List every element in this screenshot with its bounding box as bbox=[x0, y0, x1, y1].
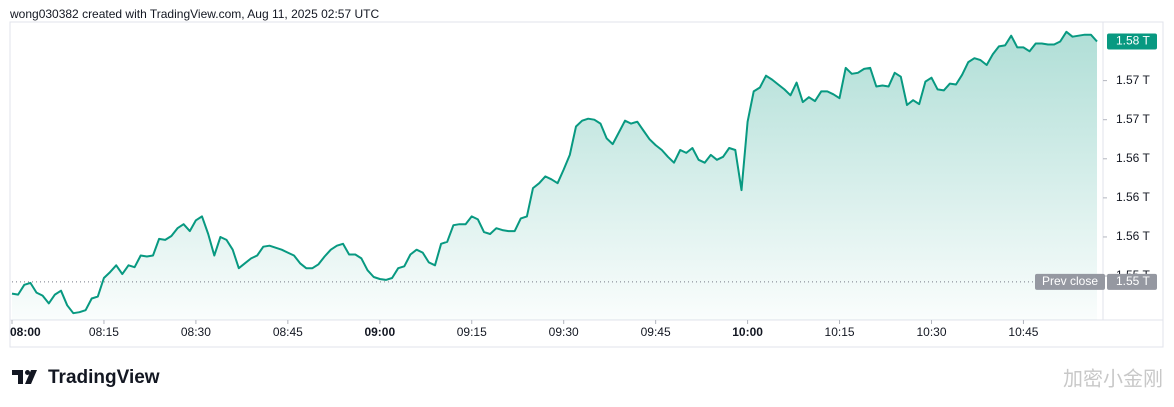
price-line bbox=[11, 30, 1098, 315]
y-tick-label: 1.57 T bbox=[1116, 73, 1150, 87]
prev-close-value-tag bbox=[1107, 273, 1157, 290]
chart-frame bbox=[9, 21, 1164, 348]
x-tick-label: 08:30 bbox=[181, 325, 211, 339]
x-tick-label: 10:15 bbox=[825, 325, 855, 339]
x-tick-label: 08:45 bbox=[273, 325, 303, 339]
area-fill bbox=[12, 31, 1097, 321]
x-tick-label: 08:00 bbox=[10, 325, 41, 339]
x-tick-label: 08:15 bbox=[89, 325, 119, 339]
x-tick-label: 09:15 bbox=[457, 325, 487, 339]
header: wong030382 created with TradingView.com,… bbox=[9, 7, 379, 21]
x-tick-label: 09:30 bbox=[549, 325, 579, 339]
x-tick-label: 10:30 bbox=[916, 325, 946, 339]
last-price-tag bbox=[1107, 33, 1157, 50]
prev-close-tag bbox=[1035, 273, 1105, 290]
x-tick-label: 10:45 bbox=[1008, 325, 1038, 339]
last-price-label: 1.58 T bbox=[1116, 34, 1150, 48]
y-tick-label: 1.57 T bbox=[1116, 112, 1150, 126]
x-tick-label: 09:45 bbox=[641, 325, 671, 339]
brand: TradingView bbox=[48, 367, 160, 388]
prev-close-text: Prev close bbox=[1042, 274, 1098, 288]
watermark: 加密小金刚 bbox=[1063, 367, 1163, 390]
x-tick-label: 10:00 bbox=[732, 325, 763, 339]
prev-close-value: 1.55 T bbox=[1116, 274, 1150, 288]
x-tick-label: 09:00 bbox=[364, 325, 395, 339]
brand-logo bbox=[12, 370, 37, 384]
y-tick-label: 1.56 T bbox=[1116, 190, 1150, 204]
y-tick-label: 1.56 T bbox=[1116, 151, 1150, 165]
y-tick-label: 1.56 T bbox=[1116, 229, 1150, 243]
